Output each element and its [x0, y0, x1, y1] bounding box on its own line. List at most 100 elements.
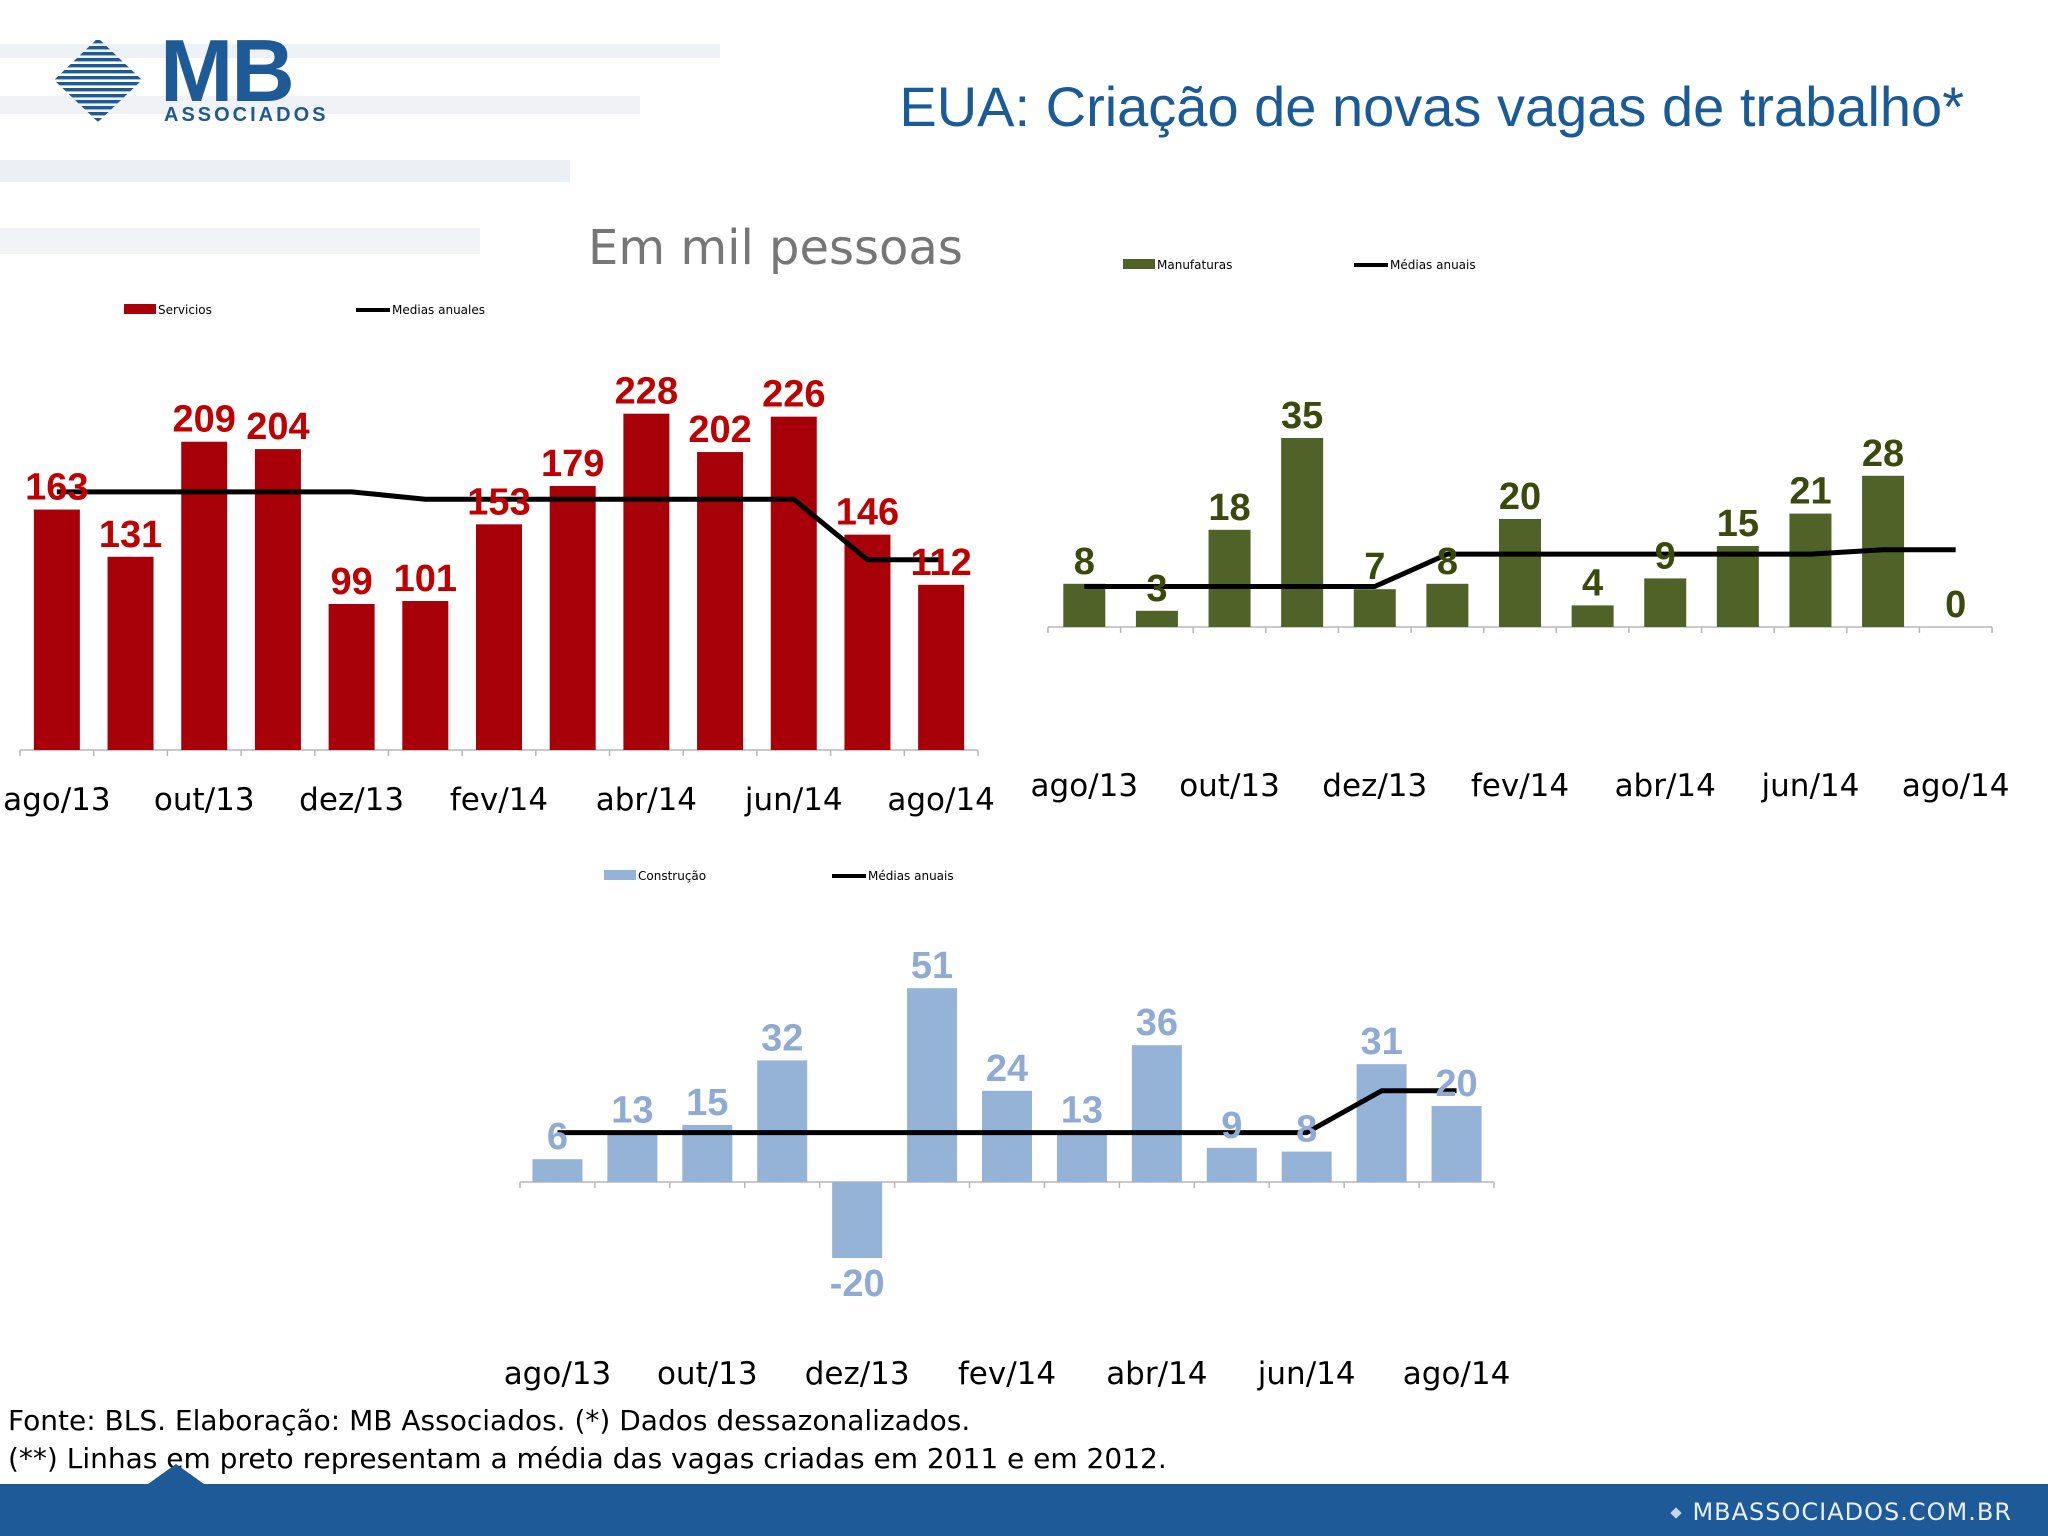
bar — [1789, 513, 1832, 627]
legend-label-bars: Manufaturas — [1157, 258, 1232, 272]
tick-label: out/13 — [154, 782, 255, 818]
logo-diamond-icon — [54, 38, 142, 122]
legend-swatch-bars — [604, 870, 636, 880]
data-label: 226 — [762, 374, 825, 416]
footer-accent — [148, 1464, 204, 1484]
tick-label: jun/14 — [1761, 768, 1860, 804]
bar — [1571, 605, 1614, 627]
data-label: 8 — [1437, 541, 1458, 583]
legend-label-line: Medias anuales — [392, 303, 485, 317]
data-label: 153 — [467, 481, 530, 523]
data-label: 8 — [1296, 1109, 1317, 1151]
bar — [107, 556, 154, 750]
tick-label: jun/14 — [1257, 1356, 1356, 1392]
data-label: 36 — [1136, 1002, 1178, 1044]
legend-label-line: Médias anuais — [1390, 258, 1476, 272]
bar — [33, 509, 80, 750]
tick-label: ago/14 — [1403, 1356, 1511, 1392]
page-subtitle: Em mil pessoas — [588, 220, 963, 276]
page-title: EUA: Criação de novas vagas de trabalho* — [899, 75, 1964, 138]
data-label: 202 — [688, 409, 751, 451]
data-label: 35 — [1281, 395, 1323, 437]
bar — [982, 1090, 1032, 1182]
logo-subtext: ASSOCIADOS — [164, 104, 329, 126]
bar — [1426, 583, 1469, 627]
tick-label: out/13 — [657, 1356, 758, 1392]
data-label: 8 — [1074, 541, 1095, 583]
bar — [607, 1132, 658, 1182]
data-label: 7 — [1364, 546, 1385, 588]
bar — [770, 416, 817, 750]
bar — [1281, 438, 1324, 627]
average-line — [1084, 547, 1956, 589]
data-label: 179 — [541, 443, 604, 485]
tick-label: dez/13 — [805, 1356, 910, 1392]
tick-label: fev/14 — [450, 782, 548, 818]
data-label: 9 — [1655, 535, 1676, 577]
data-label: 163 — [25, 467, 88, 509]
logo-text: MB — [160, 21, 295, 120]
tick-label: ago/13 — [3, 782, 111, 818]
bar — [1353, 589, 1396, 627]
bar — [907, 988, 958, 1182]
data-label: 101 — [394, 558, 457, 600]
mb-logo: MB ASSOCIADOS — [48, 21, 348, 134]
data-label: 9 — [1221, 1105, 1242, 1147]
tick-label: dez/13 — [1322, 768, 1427, 804]
data-label: -20 — [830, 1263, 885, 1305]
tick-label: dez/13 — [299, 782, 404, 818]
data-label: 13 — [1061, 1090, 1103, 1132]
bar — [844, 534, 891, 750]
bar — [918, 584, 965, 750]
footer-bar — [0, 1484, 2048, 1536]
bar — [1431, 1106, 1482, 1182]
tick-label: abr/14 — [1106, 1356, 1207, 1392]
data-label: 21 — [1789, 471, 1831, 513]
data-label: 20 — [1499, 476, 1541, 518]
site-link[interactable]: MBASSOCIADOS.COM.BR — [1670, 1498, 2012, 1526]
legend-label-line: Médias anuais — [868, 869, 954, 883]
site-url: MBASSOCIADOS.COM.BR — [1692, 1498, 2012, 1526]
bar — [757, 1060, 808, 1182]
footer-source: Fonte: BLS. Elaboração: MB Associados. (… — [8, 1404, 971, 1437]
tick-label: ago/14 — [887, 782, 995, 818]
bar — [1063, 583, 1106, 627]
bar — [1716, 546, 1759, 627]
bar — [1208, 529, 1251, 627]
bar — [1135, 610, 1178, 627]
data-label: 15 — [686, 1082, 728, 1124]
bar — [623, 413, 670, 750]
data-label: 228 — [615, 371, 678, 413]
bar — [1356, 1064, 1407, 1182]
bar — [1131, 1045, 1182, 1182]
legend-swatch-bars — [1123, 259, 1155, 269]
average-line — [557, 1088, 1457, 1136]
data-label: 20 — [1435, 1063, 1477, 1105]
tick-label: ago/13 — [504, 1356, 612, 1392]
legend-swatch-bars — [124, 304, 156, 314]
data-label: 6 — [547, 1116, 568, 1158]
data-label: 31 — [1360, 1021, 1402, 1063]
bar — [254, 449, 301, 750]
data-label: 146 — [836, 492, 899, 534]
diamond-bullet-icon — [1670, 1507, 1683, 1519]
bar — [549, 485, 596, 750]
bar — [1281, 1151, 1332, 1182]
data-label: 15 — [1717, 503, 1759, 545]
tick-label: ago/13 — [1031, 768, 1139, 804]
tick-label: fev/14 — [958, 1356, 1056, 1392]
bar — [476, 524, 522, 750]
tick-label: ago/14 — [1902, 768, 2010, 804]
data-label: 0 — [1945, 584, 1966, 626]
data-label: 28 — [1862, 433, 1904, 475]
tick-label: fev/14 — [1471, 768, 1569, 804]
average-line — [56, 489, 942, 563]
bar — [1206, 1147, 1257, 1182]
tick-label: abr/14 — [596, 782, 697, 818]
legend-label-bars: Construção — [638, 869, 706, 883]
tick-label: out/13 — [1179, 768, 1280, 804]
data-label: 99 — [330, 561, 372, 603]
